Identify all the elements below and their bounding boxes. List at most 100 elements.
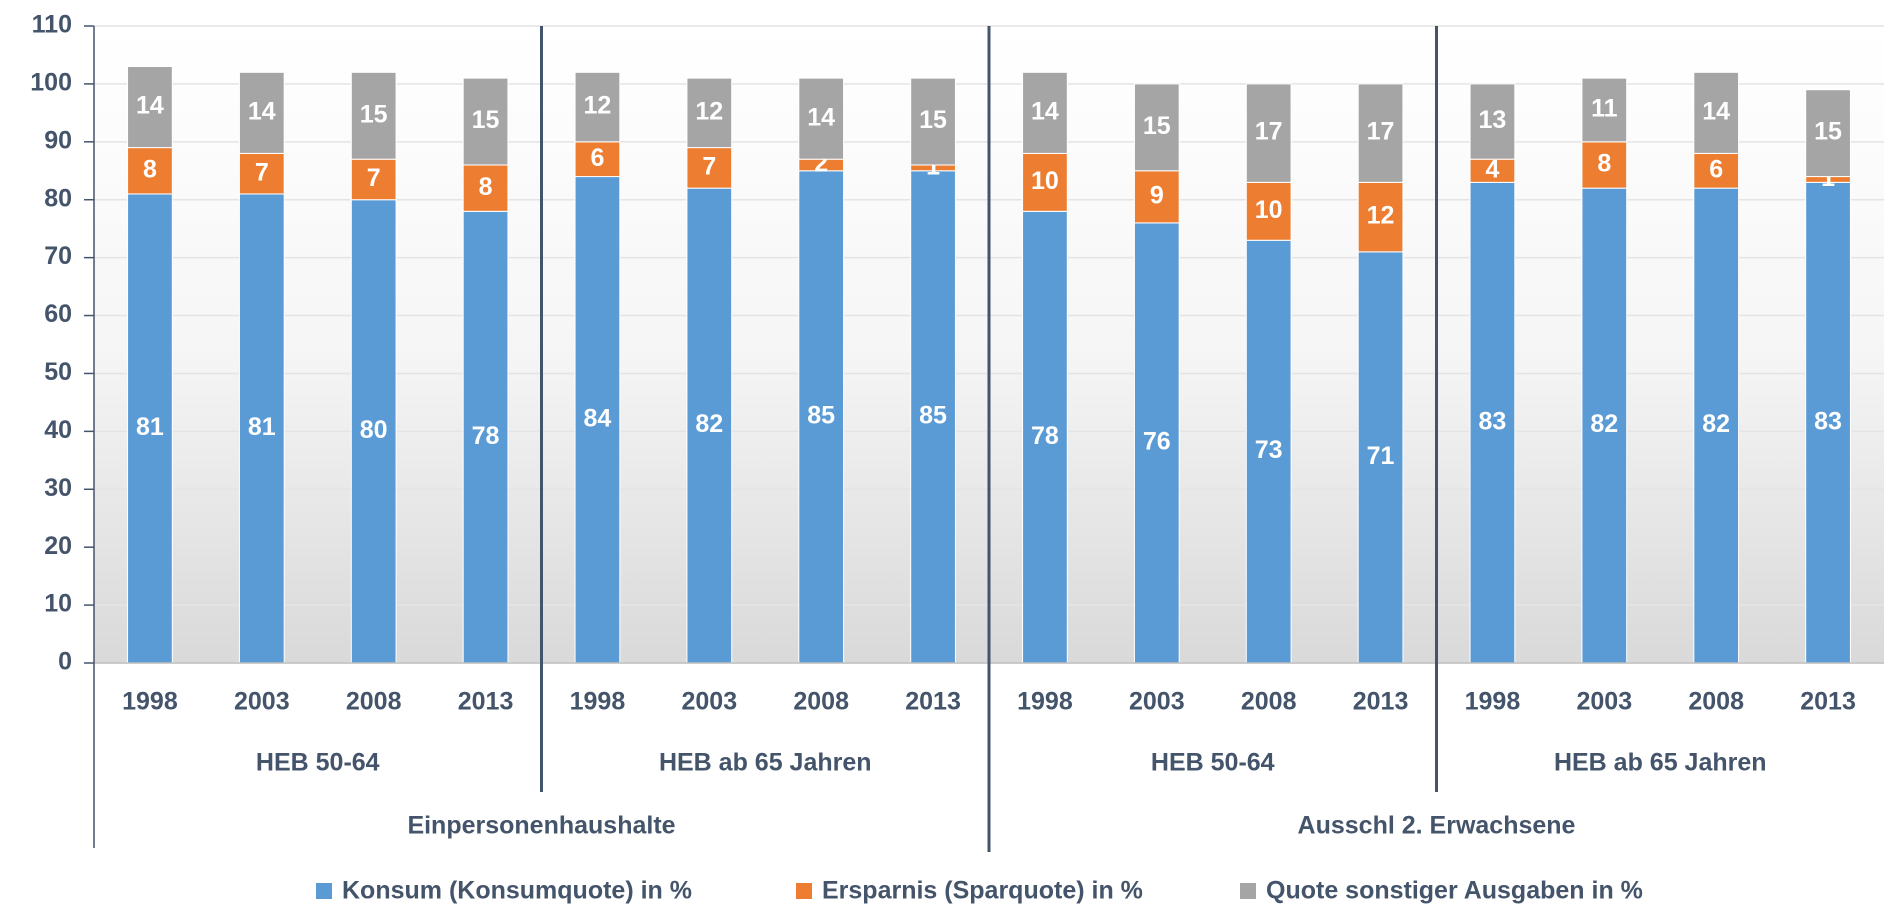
data-label: 10: [1255, 196, 1283, 224]
bar-segment: [462, 77, 509, 166]
data-label: 8: [1597, 150, 1611, 178]
data-label: 17: [1255, 118, 1283, 146]
y-tick-label: 90: [44, 126, 72, 154]
data-label: 12: [584, 92, 612, 120]
group-label: HEB 50-64: [256, 749, 380, 777]
bar-segment: [1469, 181, 1516, 664]
bar-segment: [1022, 210, 1068, 664]
bar-segment: [1133, 83, 1180, 172]
bar-segment: [1693, 71, 1740, 154]
x-tick-label: 2003: [682, 688, 738, 716]
data-label: 17: [1367, 118, 1395, 146]
legend-swatch: [316, 883, 332, 899]
y-tick-label: 100: [30, 69, 72, 97]
bar-segment: [350, 199, 397, 664]
bar-segment: [1357, 251, 1404, 664]
data-label: 15: [919, 106, 947, 134]
data-label: 83: [1479, 407, 1507, 435]
bar-segment: [1693, 187, 1740, 664]
data-label: 81: [248, 413, 276, 441]
data-label: 15: [472, 106, 500, 134]
bar-segment: [127, 193, 173, 664]
bar-segment: [350, 158, 397, 201]
bar-segment: [574, 141, 621, 178]
supergroup-label: Einpersonenhaushalte: [407, 812, 675, 840]
data-label: 12: [1367, 202, 1395, 230]
data-label: 83: [1814, 407, 1842, 435]
x-tick-label: 1998: [570, 688, 626, 716]
bar-segment: [238, 193, 285, 664]
data-label: 10: [1031, 167, 1059, 195]
data-label: 9: [1150, 181, 1164, 209]
bar-segment: [1022, 152, 1068, 212]
data-label: 80: [360, 416, 388, 444]
data-label: 84: [584, 404, 612, 432]
bar-segment: [910, 170, 956, 664]
data-label: 12: [695, 97, 723, 125]
bar-segment: [1581, 187, 1628, 664]
data-label: 11: [1591, 95, 1618, 123]
legend-label: Ersparnis (Sparquote) in %: [822, 877, 1143, 905]
data-label: 78: [472, 422, 500, 450]
x-tick-label: 2003: [1129, 688, 1185, 716]
bar-segment: [1133, 170, 1180, 224]
data-label: 81: [136, 413, 164, 441]
x-tick-label: 2013: [1800, 688, 1856, 716]
bar-segment: [686, 187, 733, 664]
x-tick-label: 2008: [1241, 688, 1297, 716]
data-label: 85: [919, 401, 947, 429]
group-label: HEB ab 65 Jahren: [1554, 749, 1767, 777]
supergroup-label: Ausschl 2. Erwachsene: [1298, 812, 1576, 840]
x-tick-label: 2008: [793, 688, 849, 716]
y-tick-label: 20: [44, 532, 72, 560]
data-label: 15: [360, 100, 388, 128]
data-label: 8: [479, 173, 493, 201]
bar-segment: [1581, 77, 1628, 143]
bar-segment: [462, 164, 509, 212]
y-tick-label: 80: [44, 184, 72, 212]
bar-segment: [798, 77, 845, 160]
data-label: 14: [1031, 97, 1059, 125]
data-label: 71: [1367, 442, 1395, 470]
bar-segment: [1357, 83, 1404, 183]
bar-segment: [1245, 83, 1292, 183]
data-label: 7: [702, 152, 716, 180]
x-tick-label: 1998: [1465, 688, 1521, 716]
bar-segment: [574, 176, 621, 664]
bar-segment: [127, 66, 173, 149]
x-tick-label: 2008: [1688, 688, 1744, 716]
x-tick-label: 1998: [1017, 688, 1073, 716]
x-tick-label: 2013: [905, 688, 961, 716]
data-label: 15: [1143, 112, 1171, 140]
x-tick-label: 1998: [122, 688, 178, 716]
data-label: 14: [248, 97, 276, 125]
data-label: 7: [255, 158, 269, 186]
data-label: 14: [1702, 97, 1730, 125]
bar-segment: [238, 71, 285, 154]
bar-segment: [238, 152, 285, 195]
bar-segment: [1469, 83, 1516, 160]
data-label: 73: [1255, 436, 1283, 464]
y-tick-label: 40: [44, 416, 72, 444]
bar-segment: [686, 77, 733, 149]
data-label: 6: [590, 144, 604, 172]
data-label: 82: [1590, 410, 1618, 438]
x-tick-label: 2008: [346, 688, 402, 716]
bar-segment: [686, 147, 733, 189]
y-tick-label: 70: [44, 242, 72, 270]
data-label: 6: [1709, 155, 1723, 183]
bar-segment: [127, 147, 173, 195]
data-label: 82: [1702, 410, 1730, 438]
y-tick-label: 30: [44, 474, 72, 502]
bar-segment: [1805, 89, 1851, 178]
bar-segment: [798, 170, 845, 664]
y-tick-label: 50: [44, 358, 72, 386]
bar-segment: [1022, 71, 1068, 154]
bar-segment: [1245, 239, 1292, 664]
x-tick-label: 2003: [1577, 688, 1633, 716]
y-tick-label: 0: [58, 648, 72, 676]
data-label: 4: [1485, 155, 1499, 183]
x-tick-label: 2013: [458, 688, 514, 716]
group-label: HEB ab 65 Jahren: [659, 749, 872, 777]
